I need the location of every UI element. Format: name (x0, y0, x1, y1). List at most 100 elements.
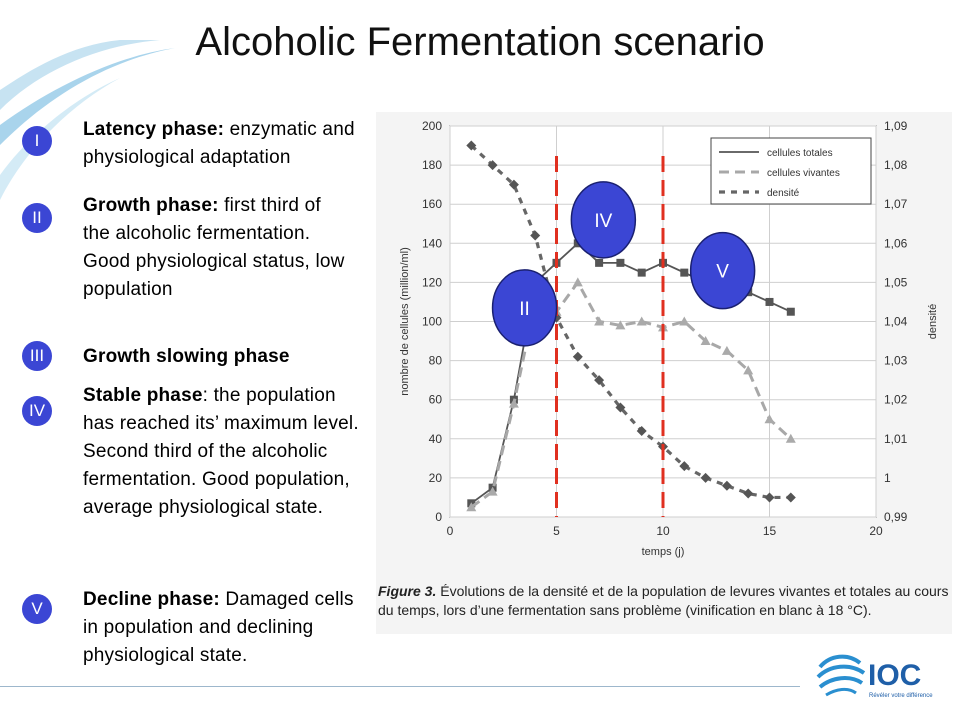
data-point-square (637, 268, 646, 277)
figure-caption: Figure 3. Évolutions de la densité et de… (378, 582, 956, 620)
data-point-square (680, 268, 689, 277)
y2-tick-label: 1 (884, 471, 891, 485)
data-point-diamond (572, 351, 583, 362)
y-tick-label: 120 (422, 275, 442, 289)
phase-description-iii: Growth slowing phase (83, 343, 383, 371)
slide-title: Alcoholic Fermentation scenario (195, 20, 765, 64)
data-point-triangle (572, 277, 583, 287)
y2-tick-label: 1,02 (884, 393, 908, 407)
phase-description-i: Latency phase: enzymatic and physiologic… (83, 116, 383, 172)
data-point-square (765, 297, 774, 306)
y-tick-label: 160 (422, 197, 442, 211)
data-point-triangle (487, 486, 498, 496)
x-tick-label: 0 (447, 524, 454, 538)
phase-heading: Stable phase (83, 385, 203, 406)
ioc-logo: IOC Révéler votre différence (816, 651, 933, 699)
phase-heading: Latency phase: (83, 119, 225, 140)
data-point-diamond (636, 425, 647, 436)
x-tick-label: 5 (553, 524, 560, 538)
data-point-diamond (594, 375, 605, 386)
data-point-diamond (743, 488, 754, 499)
y2-tick-label: 1,09 (884, 119, 908, 133)
figure-caption-label: Figure 3. (378, 583, 437, 599)
legend-label: densité (767, 188, 800, 199)
series-line-1 (470, 279, 792, 509)
y-tick-label: 200 (422, 119, 442, 133)
figure-caption-text: Évolutions de la densité et de la popula… (378, 583, 949, 618)
phase-badge-i: I (22, 126, 52, 156)
phase-overlay-badge (689, 231, 756, 310)
background-arcs (0, 40, 175, 200)
phase-badge-iv: IV (22, 396, 52, 426)
phase-heading: Growth slowing phase (83, 346, 290, 367)
data-point-diamond (466, 140, 477, 151)
figure-panel: 0 20 40 60 80 100 120 140 160 180 200 0 5 10 15 20 0,99 1… (376, 112, 952, 634)
data-point-diamond (721, 480, 732, 491)
y2-tick-label: 1,08 (884, 158, 908, 172)
data-point-triangle (743, 365, 754, 375)
phase-body: first third of the alcoholic fermentatio… (83, 195, 345, 300)
data-point-diamond (700, 472, 711, 483)
y-tick-label: 80 (429, 354, 443, 368)
data-point-triangle (785, 433, 796, 443)
y2-tick-label: 1,04 (884, 315, 908, 329)
phase-overlay-label: IV (594, 211, 612, 232)
data-point-diamond (679, 461, 690, 472)
y2-tick-label: 1,05 (884, 275, 908, 289)
phase-overlay-badge (570, 181, 637, 259)
data-point-triangle (679, 316, 690, 326)
phase-body: Damaged cells in population and declinin… (83, 589, 354, 666)
phase-body: : the population has reached its’ maximu… (83, 385, 359, 518)
phase-body: enzymatic and physiological adaptation (83, 119, 355, 168)
y-tick-label: 180 (422, 158, 442, 172)
y2-tick-label: 1,01 (884, 432, 908, 446)
data-point-triangle (636, 316, 647, 326)
phase-heading: Growth phase: (83, 195, 219, 216)
y2-tick-label: 1,03 (884, 354, 908, 368)
y2-tick-label: 1,06 (884, 236, 908, 250)
data-point-diamond (487, 160, 498, 171)
y-axis-label: nombre de cellules (million/ml) (399, 247, 411, 396)
data-point-square (786, 307, 795, 316)
y2-tick-label: 0,99 (884, 510, 908, 524)
y-tick-label: 0 (435, 510, 442, 524)
data-point-triangle (508, 398, 519, 408)
x-tick-label: 20 (869, 524, 883, 538)
data-point-triangle (700, 336, 711, 346)
series-line-2 (470, 144, 791, 500)
data-point-triangle (594, 316, 605, 326)
data-point-triangle (615, 320, 626, 330)
legend-label: cellules totales (767, 148, 833, 159)
y2-axis-label: densité (927, 304, 939, 339)
phase-description-iv: Stable phase: the population has reached… (83, 382, 368, 522)
phase-description-v: Decline phase: Damaged cells in populati… (83, 586, 368, 670)
x-axis-label: temps (j) (642, 546, 685, 558)
data-point-diamond (508, 179, 519, 190)
footer-divider (0, 686, 800, 687)
phase-heading: Decline phase: (83, 589, 220, 610)
data-point-triangle (466, 502, 477, 512)
phase-badge-ii: II (22, 203, 52, 233)
logo-tagline: Révéler votre différence (869, 693, 933, 699)
phase-overlay-label: V (716, 262, 729, 283)
x-tick-label: 10 (656, 524, 670, 538)
data-point-square (616, 258, 625, 267)
data-point-diamond (530, 230, 541, 241)
y-tick-label: 140 (422, 236, 442, 250)
phase-badge-v: V (22, 594, 52, 624)
y-tick-label: 60 (429, 393, 443, 407)
logo-text: IOC (868, 659, 921, 692)
phase-badge-iii: III (22, 341, 52, 371)
data-point-diamond (764, 492, 775, 503)
y-tick-label: 100 (422, 315, 442, 329)
data-point-diamond (615, 402, 626, 413)
globe-icon (816, 651, 866, 699)
data-point-triangle (721, 345, 732, 355)
phase-overlay-label: II (519, 299, 530, 320)
phase-description-ii: Growth phase: first third of the alcohol… (83, 192, 353, 304)
data-point-square (595, 258, 604, 267)
y-tick-label: 40 (429, 432, 443, 446)
y2-tick-label: 1,07 (884, 197, 908, 211)
phase-overlay-badge (491, 269, 558, 347)
